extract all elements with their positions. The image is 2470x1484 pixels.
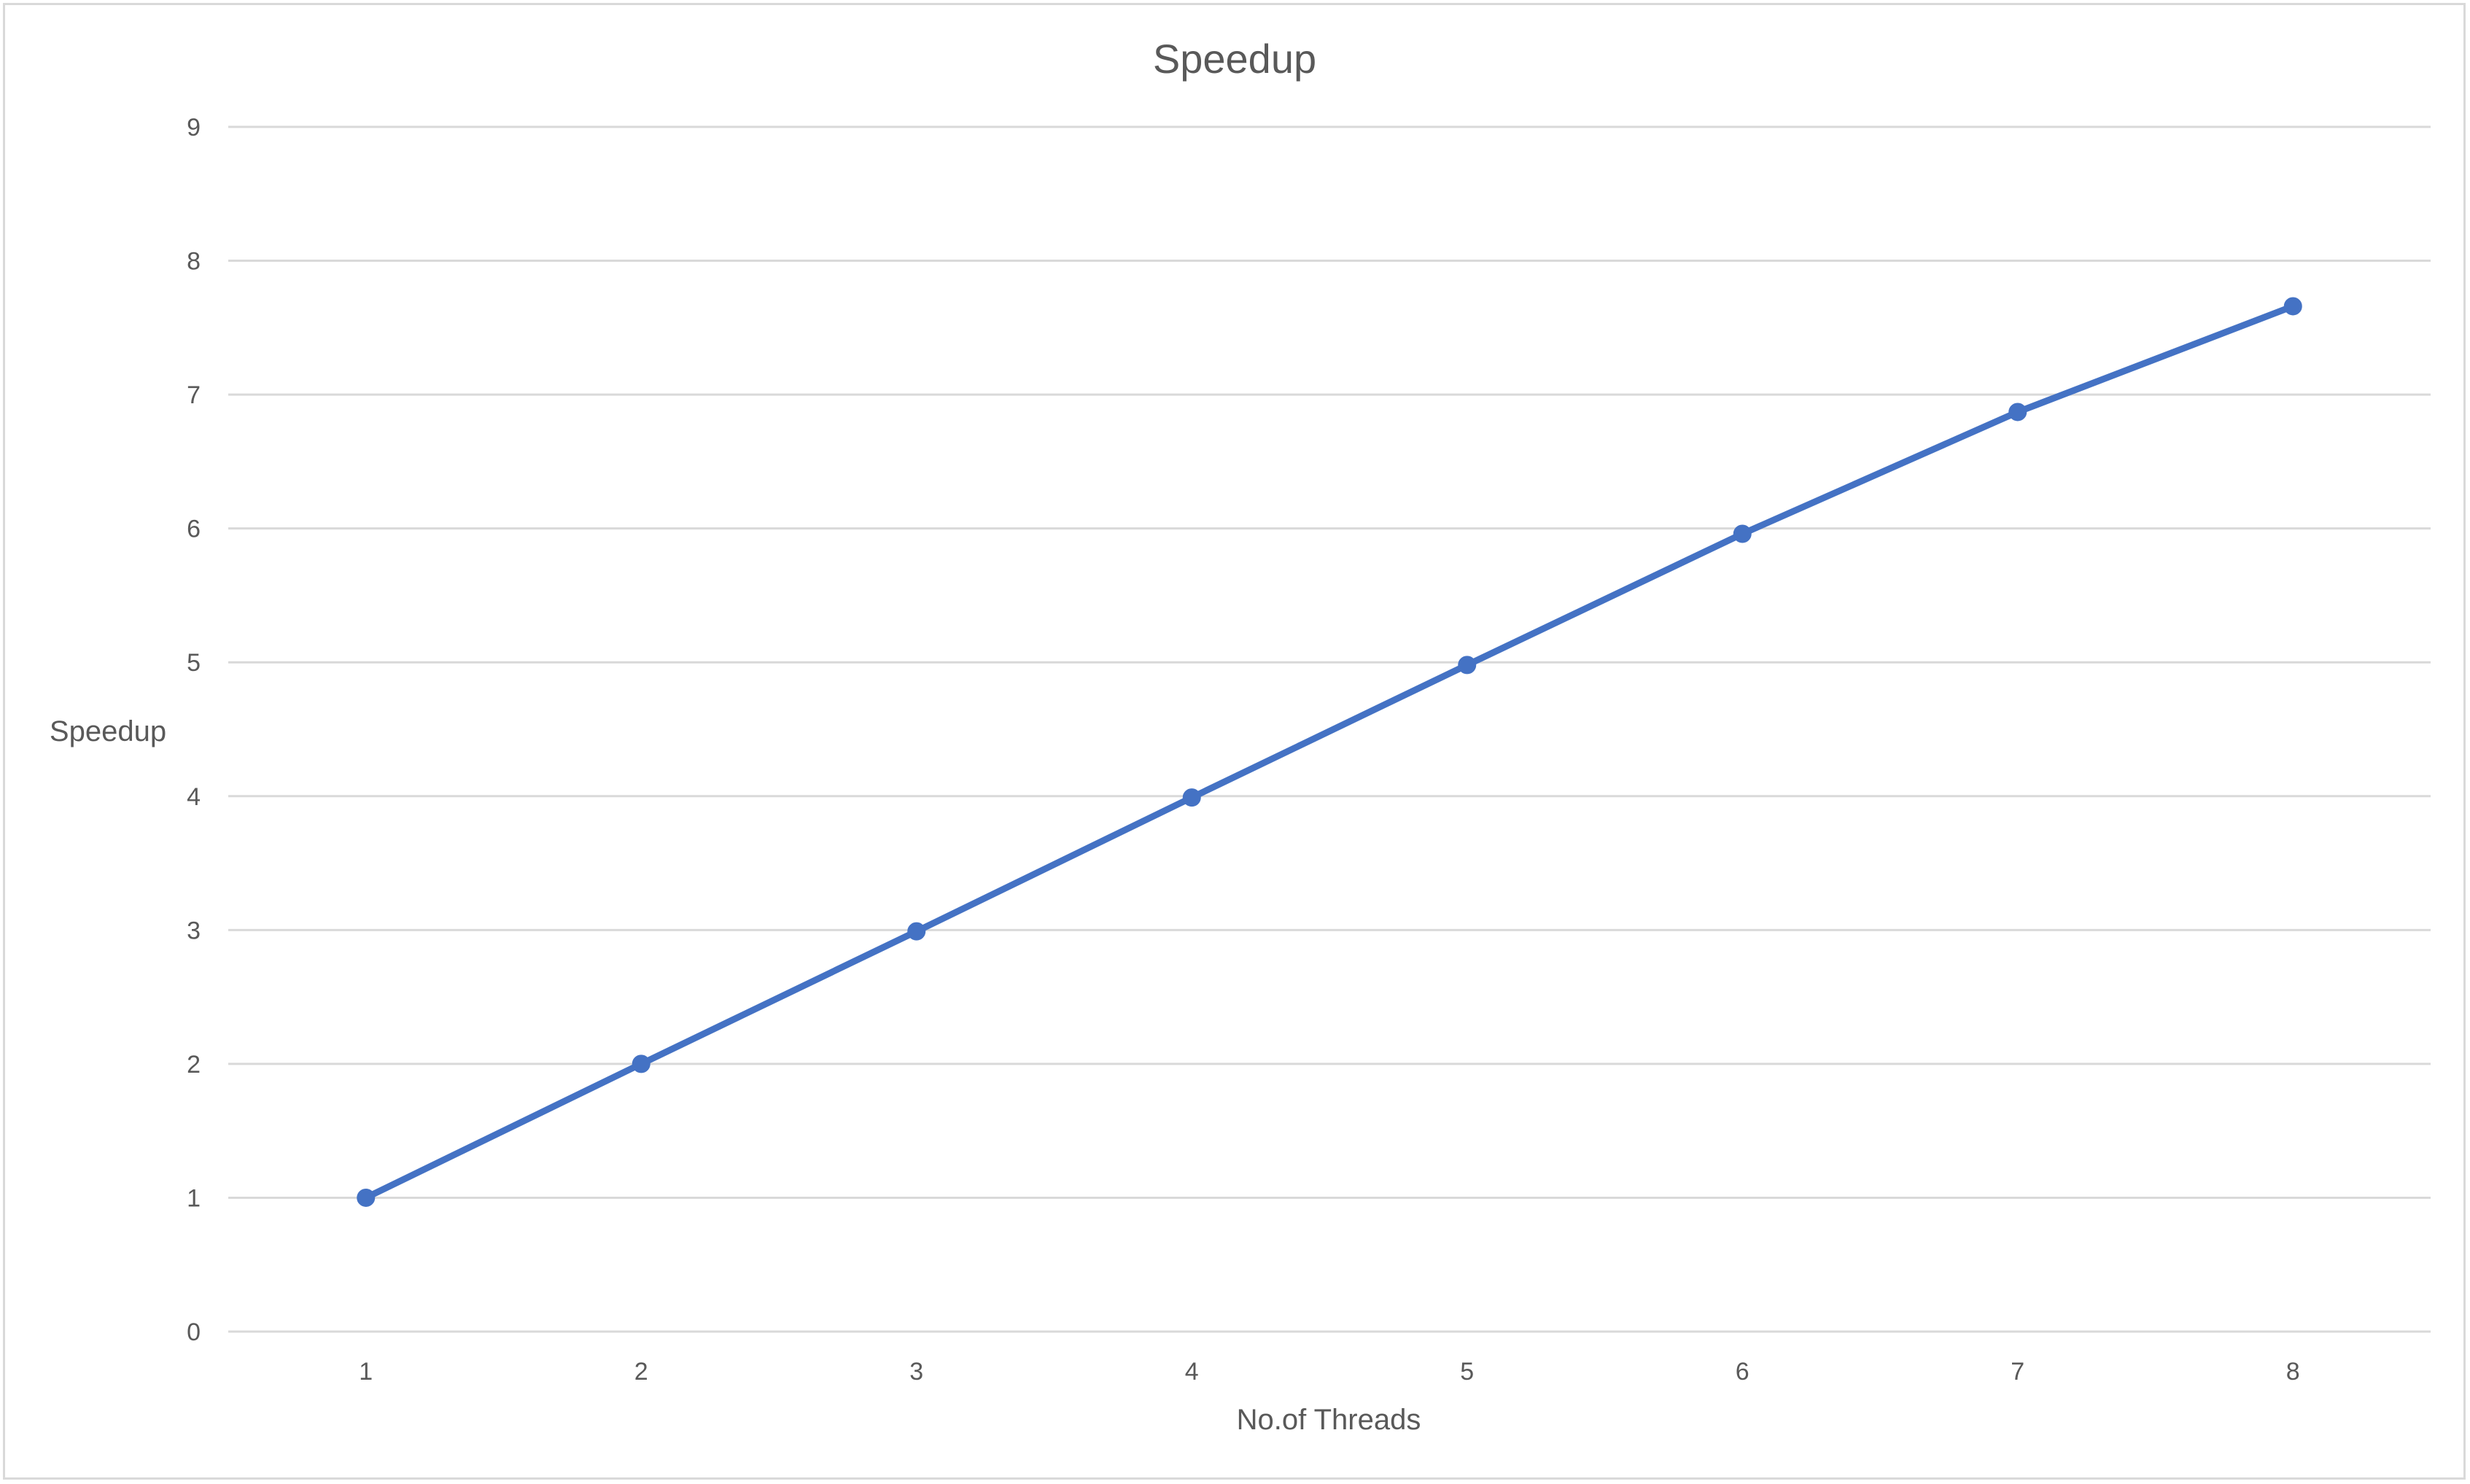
chart-frame bbox=[3, 3, 2466, 1480]
data-point bbox=[2283, 297, 2302, 316]
y-tick-label: 2 bbox=[187, 1051, 201, 1079]
x-tick-label: 2 bbox=[634, 1358, 648, 1386]
x-tick-label: 4 bbox=[1185, 1358, 1199, 1386]
x-tick-label: 3 bbox=[909, 1358, 923, 1386]
y-tick-label: 6 bbox=[187, 516, 201, 543]
x-axis-title: No.of Threads bbox=[1237, 1404, 1421, 1436]
data-point bbox=[2008, 403, 2027, 421]
data-point bbox=[632, 1054, 650, 1073]
x-tick-label: 7 bbox=[2011, 1358, 2024, 1386]
y-axis-title: Speedup bbox=[50, 715, 166, 747]
y-axis-tick-labels: 0 1 2 3 4 5 6 7 8 9 bbox=[187, 114, 201, 1346]
data-point bbox=[907, 922, 926, 941]
y-tick-label: 1 bbox=[187, 1184, 201, 1212]
data-point bbox=[1733, 524, 1752, 543]
series-speedup bbox=[357, 297, 2302, 1207]
x-tick-label: 6 bbox=[1736, 1358, 1749, 1386]
y-tick-label: 9 bbox=[187, 114, 201, 141]
x-axis-tick-labels: 1 2 3 4 5 6 7 8 bbox=[359, 1358, 2299, 1386]
y-tick-label: 7 bbox=[187, 381, 201, 409]
y-tick-label: 3 bbox=[187, 917, 201, 944]
gridlines bbox=[228, 125, 2431, 1333]
data-point bbox=[357, 1188, 376, 1207]
y-tick-label: 0 bbox=[187, 1318, 201, 1346]
y-tick-label: 8 bbox=[187, 248, 201, 276]
x-tick-label: 1 bbox=[359, 1358, 373, 1386]
data-point bbox=[1182, 788, 1201, 807]
x-tick-label: 5 bbox=[1460, 1358, 1474, 1386]
x-tick-label: 8 bbox=[2286, 1358, 2300, 1386]
y-tick-label: 4 bbox=[187, 783, 201, 811]
chart-title: Speedup bbox=[1153, 36, 1316, 82]
data-point bbox=[1458, 656, 1477, 675]
y-tick-label: 5 bbox=[187, 649, 201, 677]
series-line bbox=[362, 303, 2296, 1201]
